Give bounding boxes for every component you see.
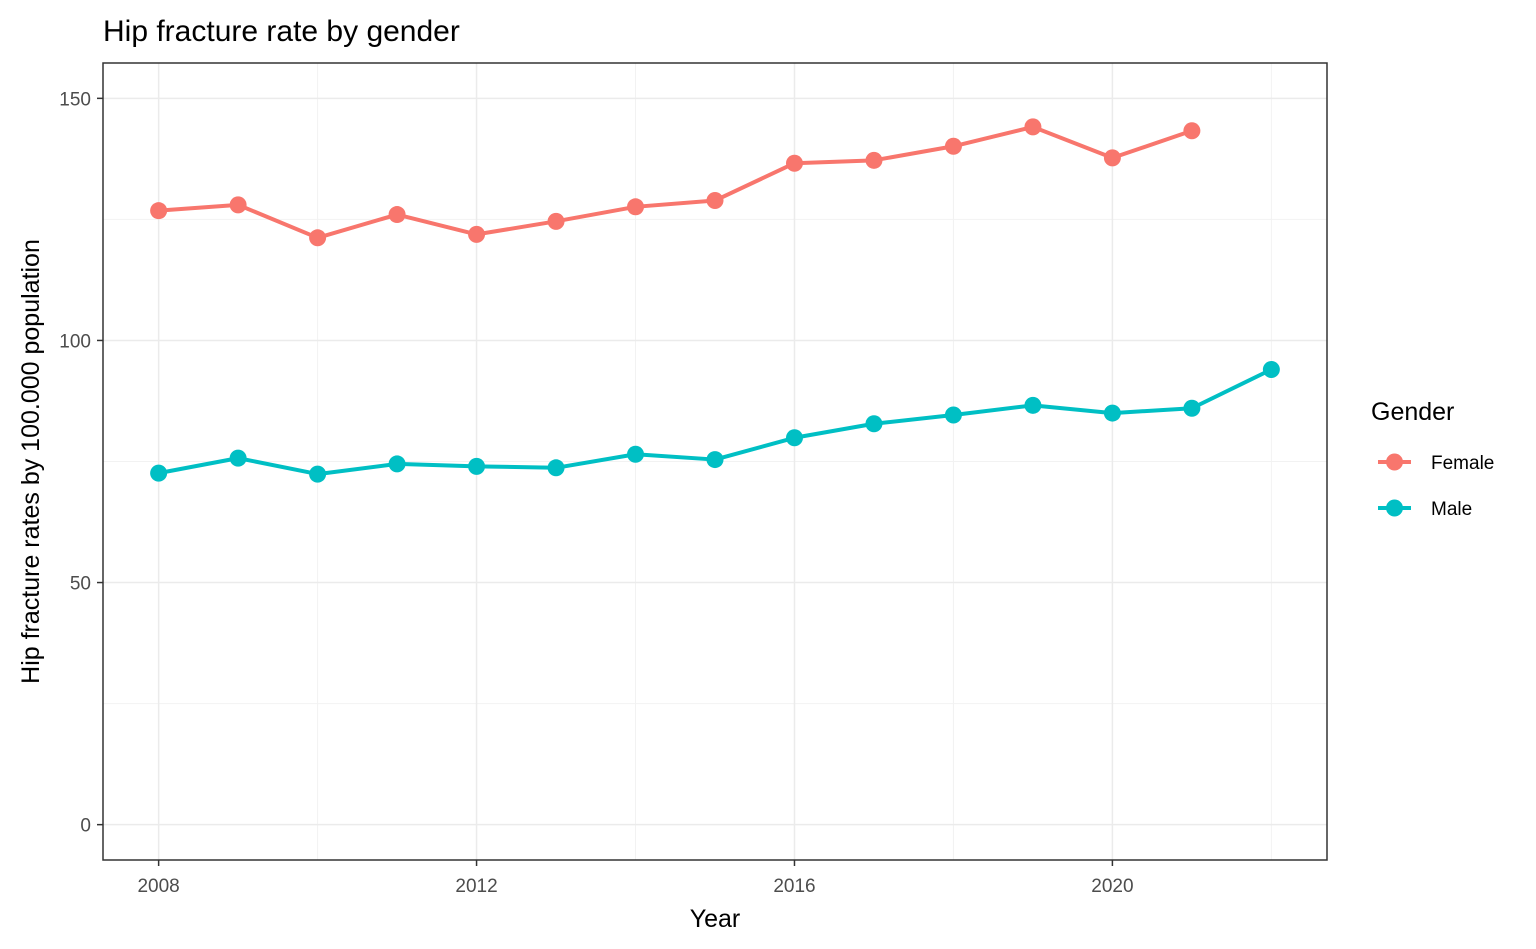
data-point-female (785, 154, 803, 172)
series-layer (150, 118, 1280, 483)
data-point-male (468, 457, 486, 475)
y-axis-title: Hip fracture rates by 100.000 population (17, 239, 45, 684)
minor-grid (103, 63, 1327, 860)
y-axis: 0 50 100 150 (59, 89, 103, 837)
data-point-female (706, 192, 724, 210)
legend-key-point (1386, 499, 1403, 517)
legend-items: Female Male (1378, 453, 1494, 520)
data-point-female (547, 212, 565, 230)
data-point-female (865, 151, 883, 169)
data-point-male (229, 449, 247, 467)
data-point-male (1183, 399, 1201, 417)
legend-label: Female (1431, 453, 1494, 474)
series-male (150, 361, 1280, 483)
data-point-male (865, 415, 883, 433)
data-point-female (388, 206, 406, 224)
data-point-female (468, 225, 486, 243)
x-axis-title: Year (690, 905, 741, 933)
plot-area (102, 62, 1328, 861)
data-point-male (627, 445, 645, 463)
x-tick-label: 2012 (455, 876, 497, 897)
major-grid (103, 63, 1327, 860)
data-point-female (1024, 118, 1042, 136)
y-tick-label: 150 (59, 89, 91, 110)
data-point-male (388, 455, 406, 473)
x-axis: 2008 2012 2016 2020 (137, 860, 1134, 897)
data-point-female (1103, 149, 1121, 167)
series-line-female (156, 124, 1194, 240)
y-tick-label: 0 (80, 816, 91, 837)
plot-border (102, 62, 1328, 861)
data-point-male (785, 429, 803, 447)
x-tick-label: 2008 (137, 876, 179, 897)
legend-item-female: Female (1378, 453, 1494, 474)
x-tick-label: 2020 (1091, 876, 1133, 897)
y-tick-label: 100 (59, 331, 91, 352)
data-point-female (309, 229, 327, 247)
data-point-male (1103, 404, 1121, 422)
data-point-male (1024, 396, 1042, 414)
data-point-male (706, 451, 724, 469)
data-point-female (627, 198, 645, 216)
legend: Gender Female Male (1371, 398, 1494, 520)
data-point-male (944, 406, 962, 424)
legend-label: Male (1431, 499, 1472, 520)
data-point-female (944, 137, 962, 155)
series-female (150, 118, 1201, 247)
legend-key-point (1386, 453, 1403, 471)
data-point-male (1262, 361, 1280, 379)
y-tick-label: 50 (70, 574, 91, 595)
data-point-female (150, 202, 168, 220)
data-point-male (150, 464, 168, 482)
data-point-female (229, 196, 247, 214)
x-tick-label: 2016 (773, 876, 815, 897)
legend-item-male: Male (1378, 499, 1472, 520)
chart-title: Hip fracture rate by gender (103, 15, 460, 48)
legend-title: Gender (1371, 398, 1454, 426)
data-point-male (547, 459, 565, 477)
data-point-female (1183, 122, 1201, 140)
data-point-male (309, 465, 327, 483)
